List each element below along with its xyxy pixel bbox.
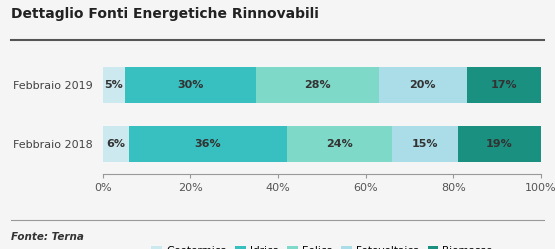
Text: Fonte: Terna: Fonte: Terna (11, 232, 84, 242)
Text: 5%: 5% (104, 80, 123, 90)
Bar (392, 126, 458, 162)
Bar (458, 126, 541, 162)
Bar (103, 67, 124, 103)
Bar (124, 67, 256, 103)
Bar (379, 67, 467, 103)
Legend: Geotermica, Idrica, Eolica, Fotovoltaica, Biomasse: Geotermica, Idrica, Eolica, Fotovoltaica… (147, 242, 497, 249)
Text: 30%: 30% (177, 80, 204, 90)
Text: 6%: 6% (107, 139, 125, 149)
Bar (103, 126, 129, 162)
Text: 24%: 24% (326, 139, 353, 149)
Text: 19%: 19% (486, 139, 513, 149)
Bar (287, 126, 392, 162)
Text: Dettaglio Fonti Energetiche Rinnovabili: Dettaglio Fonti Energetiche Rinnovabili (11, 7, 319, 21)
Text: 15%: 15% (412, 139, 438, 149)
Text: 36%: 36% (195, 139, 221, 149)
Text: 20%: 20% (410, 80, 436, 90)
Bar (256, 67, 379, 103)
Bar (129, 126, 287, 162)
Text: 28%: 28% (304, 80, 331, 90)
Bar (467, 67, 541, 103)
Text: 17%: 17% (491, 80, 517, 90)
